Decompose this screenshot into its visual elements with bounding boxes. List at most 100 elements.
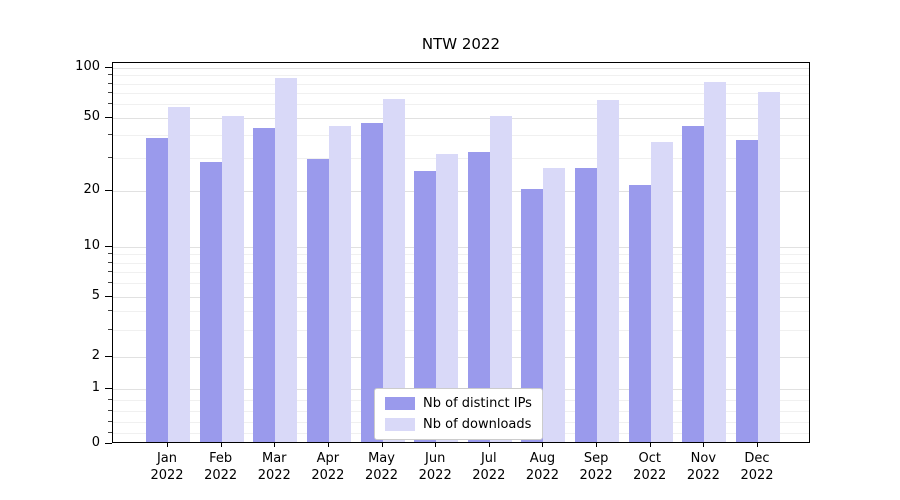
x-tick-mark xyxy=(167,443,168,447)
gridline-major xyxy=(113,247,809,248)
y-tick-mark-minor xyxy=(108,92,112,93)
y-tick-mark-minor xyxy=(108,103,112,104)
gridline-minor xyxy=(113,283,809,284)
x-tick-label: Mar 2022 xyxy=(257,451,291,483)
x-tick-label: Jan 2022 xyxy=(150,451,184,483)
y-tick-mark-minor xyxy=(108,282,112,283)
y-tick-mark-minor xyxy=(108,271,112,272)
gridline-major xyxy=(113,297,809,298)
legend-item: Nb of downloads xyxy=(385,417,532,432)
x-tick-label: Jun 2022 xyxy=(418,451,452,483)
gridline-major xyxy=(113,191,809,192)
bar xyxy=(597,100,620,442)
y-tick-mark-minor xyxy=(108,310,112,311)
x-tick-label: Apr 2022 xyxy=(311,451,345,483)
gridline-minor xyxy=(113,330,809,331)
y-tick-mark-minor xyxy=(108,157,112,158)
y-tick-label: 50 xyxy=(83,109,100,124)
y-tick-label: 20 xyxy=(83,182,100,197)
bar xyxy=(757,91,780,442)
x-tick-mark xyxy=(381,443,383,447)
x-tick-label: Jul 2022 xyxy=(472,451,506,483)
plot-area xyxy=(112,62,810,443)
bar xyxy=(628,185,651,442)
gridline-minor xyxy=(113,263,809,264)
gridline-major xyxy=(113,68,809,69)
gridline-major xyxy=(113,357,809,358)
bar xyxy=(521,189,544,442)
y-tick-mark-minor xyxy=(108,421,112,422)
gridline-minor xyxy=(113,158,809,159)
y-tick-mark xyxy=(105,356,112,357)
bar xyxy=(682,126,705,442)
y-tick-mark xyxy=(105,296,112,297)
bar xyxy=(650,142,673,442)
x-tick-mark xyxy=(596,443,598,447)
y-tick-label: 100 xyxy=(75,59,100,74)
legend-item: Nb of distinct IPs xyxy=(385,396,532,411)
y-tick-mark-minor xyxy=(108,83,112,84)
y-tick-label: 0 xyxy=(91,435,100,450)
legend-swatch-distinct-ips xyxy=(385,397,415,410)
y-tick-label: 10 xyxy=(83,238,100,253)
gridline-minor xyxy=(113,75,809,76)
x-tick-label: Oct 2022 xyxy=(633,451,667,483)
x-tick-mark xyxy=(756,443,758,447)
y-tick-mark xyxy=(105,67,112,68)
chart-title: NTW 2022 xyxy=(421,35,501,53)
legend-label-downloads: Nb of downloads xyxy=(423,417,532,432)
x-tick-label: Feb 2022 xyxy=(204,451,238,483)
bar xyxy=(575,168,598,442)
y-tick-mark xyxy=(105,117,112,118)
bar xyxy=(735,140,758,442)
gridline-minor xyxy=(113,104,809,105)
x-tick-mark xyxy=(488,443,490,447)
x-tick-mark xyxy=(649,443,651,447)
bar xyxy=(199,162,222,442)
legend-label-distinct-ips: Nb of distinct IPs xyxy=(423,396,532,411)
bar xyxy=(704,82,727,442)
x-tick-mark xyxy=(274,443,276,447)
x-tick-label: May 2022 xyxy=(364,451,399,483)
bar xyxy=(306,159,329,442)
x-tick-mark xyxy=(327,443,329,447)
bar xyxy=(328,126,351,442)
x-tick-mark xyxy=(435,443,437,447)
x-tick-label: Dec 2022 xyxy=(740,451,774,483)
bar xyxy=(360,122,383,442)
bar xyxy=(543,168,566,442)
bar xyxy=(414,171,437,442)
y-tick-mark xyxy=(105,190,112,191)
y-tick-mark xyxy=(105,388,112,389)
bar xyxy=(489,116,512,442)
gridline-major xyxy=(113,118,809,119)
y-tick-mark xyxy=(105,443,112,444)
y-tick-label: 5 xyxy=(91,288,100,303)
bar xyxy=(467,151,490,442)
gridline-minor xyxy=(113,254,809,255)
legend: Nb of distinct IPs Nb of downloads xyxy=(374,388,543,440)
gridline-minor xyxy=(113,84,809,85)
y-tick-label: 2 xyxy=(91,348,100,363)
x-tick-label: Aug 2022 xyxy=(525,451,559,483)
y-tick-mark xyxy=(105,246,112,247)
bar xyxy=(168,106,190,442)
bar xyxy=(275,77,298,442)
bar xyxy=(221,116,244,442)
y-tick-mark-minor xyxy=(108,134,112,135)
y-tick-label: 1 xyxy=(91,380,100,395)
y-tick-mark-minor xyxy=(108,399,112,400)
x-tick-mark xyxy=(703,443,705,447)
y-tick-mark-minor xyxy=(108,329,112,330)
y-tick-mark-minor xyxy=(108,432,112,433)
y-tick-mark-minor xyxy=(108,262,112,263)
x-tick-mark xyxy=(220,443,222,447)
x-tick-label: Sep 2022 xyxy=(579,451,613,483)
bar xyxy=(382,99,405,442)
y-tick-mark-minor xyxy=(108,74,112,75)
bar xyxy=(436,154,459,442)
x-tick-mark xyxy=(542,443,544,447)
bar xyxy=(253,128,276,442)
gridline-minor xyxy=(113,272,809,273)
